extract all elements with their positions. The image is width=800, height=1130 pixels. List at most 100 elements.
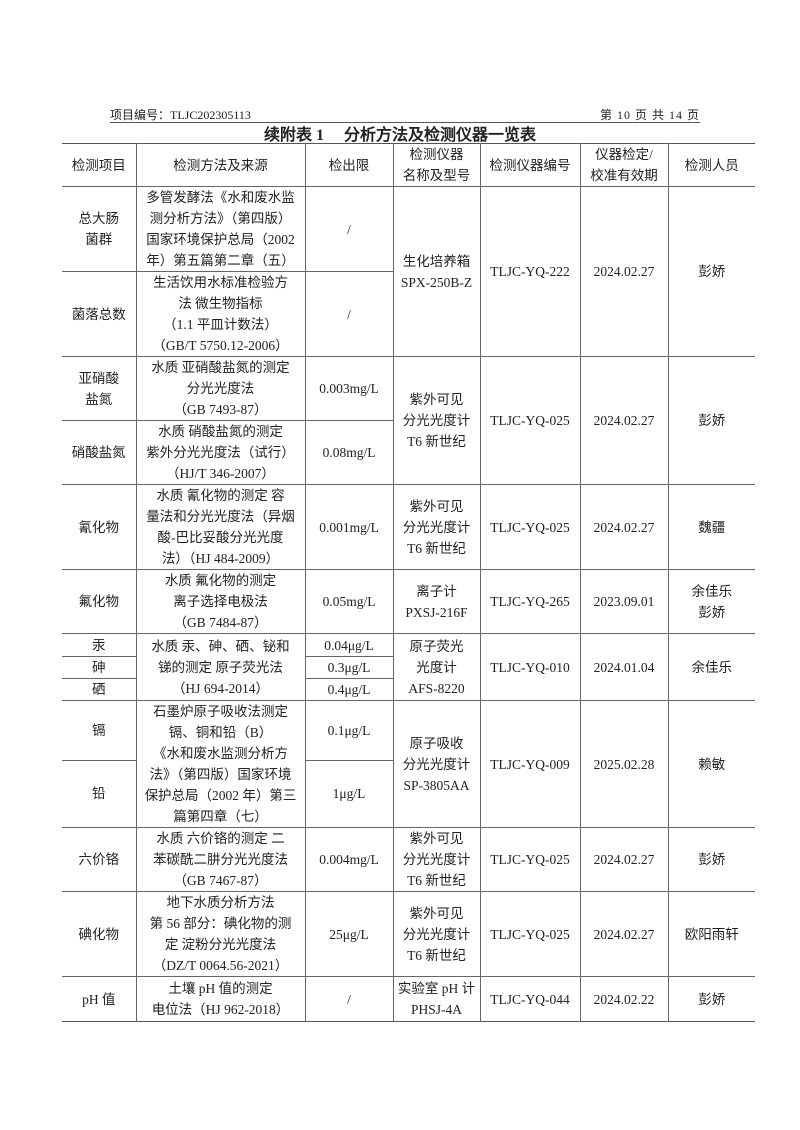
- cell-limit: 0.1μg/L: [304, 700, 394, 761]
- cell-id: TLJC-YQ-025: [479, 827, 581, 892]
- cell-person: 彭娇: [667, 827, 755, 892]
- column-header: 检测方法及来源: [135, 143, 306, 187]
- table-row: 总大肠 菌群 多管发酵法《水和废水监 测分析方法》（第四版） 国家环境保护总局（2…: [62, 186, 755, 357]
- cell-person: 彭娇: [667, 976, 755, 1022]
- cell-instrument: 紫外可见 分光光度计 T6 新世纪: [392, 484, 481, 570]
- cell-id: TLJC-YQ-009: [479, 700, 581, 828]
- cell-limit: 0.08mg/L: [304, 420, 393, 485]
- cell-person: 余佳乐 彭娇: [667, 569, 755, 634]
- table-row: 硝酸盐氮 水质 硝酸盐氮的测定 紫外分光光度法（试行） （HJ/T 346-200…: [62, 420, 755, 485]
- column-header: 检测人员: [667, 143, 755, 187]
- cell-method: 水质 硝酸盐氮的测定 紫外分光光度法（试行） （HJ/T 346-2007）: [135, 420, 306, 485]
- cell-method: 水质 氰化物的测定 容 量法和分光光度法（异烟 酸-巴比妥酸分光光度 法）（HJ…: [135, 484, 306, 570]
- methods-instruments-table: 检测项目 检测方法及来源 检出限 检测仪器 名称及型号 检测仪器编号 仪器检定/ 校准有效…: [62, 143, 755, 1022]
- table-row: 六价铬 水质 六价铬的测定 二 苯碳酰二肼分光光度法 （GB 7467-87） 0.…: [62, 827, 755, 892]
- cell-id: TLJC-YQ-025: [479, 891, 581, 977]
- table-row: 碘化物 地下水质分析方法 第 56 部分：碘化物的测 定 淀粉分光光度法 （DZ/…: [62, 891, 755, 977]
- cell-item: 六价铬: [62, 827, 137, 892]
- table-row: 氰化物 水质 氰化物的测定 容 量法和分光光度法（异烟 酸-巴比妥酸分光光度 法）…: [62, 484, 755, 570]
- header-row: 检测项目 检测方法及来源 检出限 检测仪器 名称及型号 检测仪器编号 仪器检定/ 校准有效…: [62, 143, 755, 187]
- column-header: 检测项目: [62, 143, 137, 187]
- cell-limit: /: [304, 271, 393, 357]
- cell-limit: /: [304, 186, 394, 272]
- cell-limit: 0.3μg/L: [304, 656, 393, 679]
- cell-limit: 0.04μg/L: [304, 633, 394, 657]
- cell-date: 2024.02.27: [579, 186, 669, 357]
- cell-limit: /: [304, 976, 394, 1022]
- cell-limit: 0.05mg/L: [304, 569, 394, 634]
- cell-instrument: 原子吸收 分光光度计 SP-3805AA: [392, 700, 481, 828]
- cell-person: 赖敏: [667, 700, 755, 828]
- cell-instrument: 原子荧光 光度计 AFS-8220: [392, 633, 481, 701]
- cell-id: TLJC-YQ-222: [479, 186, 581, 357]
- cell-method: 土壤 pH 值的测定 电位法（HJ 962-2018）: [135, 976, 306, 1022]
- project-number: 项目编号：TLJC202305113: [110, 108, 251, 122]
- column-header: 检测仪器 名称及型号: [392, 143, 481, 187]
- cell-item: 砷: [62, 656, 137, 679]
- cell-limit: 0.003mg/L: [304, 356, 394, 421]
- cell-limit: 0.4μg/L: [304, 678, 393, 701]
- cell-instrument: 紫外可见 分光光度计 T6 新世纪: [392, 827, 481, 892]
- cell-item: 氟化物: [62, 569, 137, 634]
- cell-limit: 25μg/L: [304, 891, 394, 977]
- cell-method: 水质 亚硝酸盐氮的测定 分光光度法 （GB 7493-87）: [135, 356, 306, 421]
- table-row: 菌落总数 生活饮用水标准检验方 法 微生物指标 （1.1 平皿计数法） （GB/T…: [62, 271, 755, 357]
- cell-method: 水质 汞、砷、硒、铋和 锑的测定 原子荧光法 （HJ 694-2014）: [135, 633, 306, 701]
- table-row: 镉石墨炉原子吸收法测定 镉、铜和铅（B） 《水和废水监测分析方 法》（第四版）国…: [62, 700, 755, 828]
- cell-person: 彭娇: [667, 186, 755, 357]
- table-title: 续附表 1 分析方法及检测仪器一览表: [263, 127, 536, 144]
- cell-method: 多管发酵法《水和废水监 测分析方法》（第四版） 国家环境保护总局（2002 年）…: [135, 186, 306, 272]
- cell-instrument: 紫外可见 分光光度计 T6 新世纪: [392, 891, 481, 977]
- cell-item: 硒: [62, 678, 137, 701]
- cell-person: 彭娇: [667, 356, 755, 485]
- cell-date: 2024.02.27: [579, 827, 669, 892]
- column-header: 检出限: [304, 143, 394, 187]
- cell-item: 汞: [62, 633, 137, 657]
- cell-date: 2024.02.27: [579, 891, 669, 977]
- cell-person: 余佳乐: [667, 633, 755, 701]
- cell-id: TLJC-YQ-025: [479, 484, 581, 570]
- cell-item: 氰化物: [62, 484, 137, 570]
- cell-method: 地下水质分析方法 第 56 部分：碘化物的测 定 淀粉分光光度法 （DZ/T 0…: [135, 891, 306, 977]
- cell-person: 魏疆: [667, 484, 755, 570]
- table-row: 氟化物 水质 氟化物的测定 离子选择电极法 （GB 7484-87） 0.05mg/…: [62, 569, 755, 634]
- cell-instrument: 离子计 PXSJ-216F: [392, 569, 481, 634]
- cell-id: TLJC-YQ-010: [479, 633, 581, 701]
- cell-method: 生活饮用水标准检验方 法 微生物指标 （1.1 平皿计数法） （GB/T 575…: [135, 271, 306, 357]
- column-header: 仪器检定/ 校准有效期: [579, 143, 669, 187]
- cell-instrument: 实验室 pH 计 PHSJ-4A: [392, 976, 481, 1022]
- page-header: 项目编号：TLJC202305113 第 10 页 共 14 页: [110, 104, 700, 123]
- cell-item: 亚硝酸 盐氮: [62, 356, 137, 421]
- cell-item: 铅: [62, 759, 137, 829]
- cell-method: 石墨炉原子吸收法测定 镉、铜和铅（B） 《水和废水监测分析方 法》（第四版）国家…: [135, 700, 306, 828]
- cell-item: 硝酸盐氮: [62, 420, 137, 485]
- cell-item: 菌落总数: [62, 271, 137, 357]
- cell-method: 水质 六价铬的测定 二 苯碳酰二肼分光光度法 （GB 7467-87）: [135, 827, 306, 892]
- table-row: 铅 1μg/L: [62, 759, 755, 829]
- table-row: 硒 0.4μg/L: [62, 678, 755, 701]
- cell-item: pH 值: [62, 976, 137, 1022]
- cell-id: TLJC-YQ-025: [479, 356, 581, 485]
- cell-date: 2024.02.27: [579, 484, 669, 570]
- cell-date: 2024.02.27: [579, 356, 669, 485]
- cell-id: TLJC-YQ-265: [479, 569, 581, 634]
- cell-date: 2024.02.22: [579, 976, 669, 1022]
- table-row: 汞水质 汞、砷、硒、铋和 锑的测定 原子荧光法 （HJ 694-2014） 0.0…: [62, 633, 755, 701]
- cell-item: 总大肠 菌群: [62, 186, 137, 272]
- cell-item: 镉: [62, 700, 137, 761]
- cell-date: 2025.02.28: [579, 700, 669, 828]
- cell-date: 2023.09.01: [579, 569, 669, 634]
- table-row: 亚硝酸 盐氮 水质 亚硝酸盐氮的测定 分光光度法 （GB 7493-87） 0.00…: [62, 356, 755, 485]
- cell-limit: 0.001mg/L: [304, 484, 394, 570]
- table-row: 砷 0.3μg/L: [62, 656, 755, 679]
- cell-id: TLJC-YQ-044: [479, 976, 581, 1022]
- cell-limit: 0.004mg/L: [304, 827, 394, 892]
- table-row: pH 值土壤 pH 值的测定 电位法（HJ 962-2018） / 实验室 pH 计…: [62, 976, 755, 1022]
- cell-instrument: 紫外可见 分光光度计 T6 新世纪: [392, 356, 481, 485]
- cell-date: 2024.01.04: [579, 633, 669, 701]
- cell-instrument: 生化培养箱 SPX-250B-Z: [392, 186, 481, 357]
- column-header: 检测仪器编号: [479, 143, 581, 187]
- cell-limit: 1μg/L: [304, 759, 393, 829]
- cell-person: 欧阳雨轩: [667, 891, 755, 977]
- page-number: 第 10 页 共 14 页: [599, 108, 700, 122]
